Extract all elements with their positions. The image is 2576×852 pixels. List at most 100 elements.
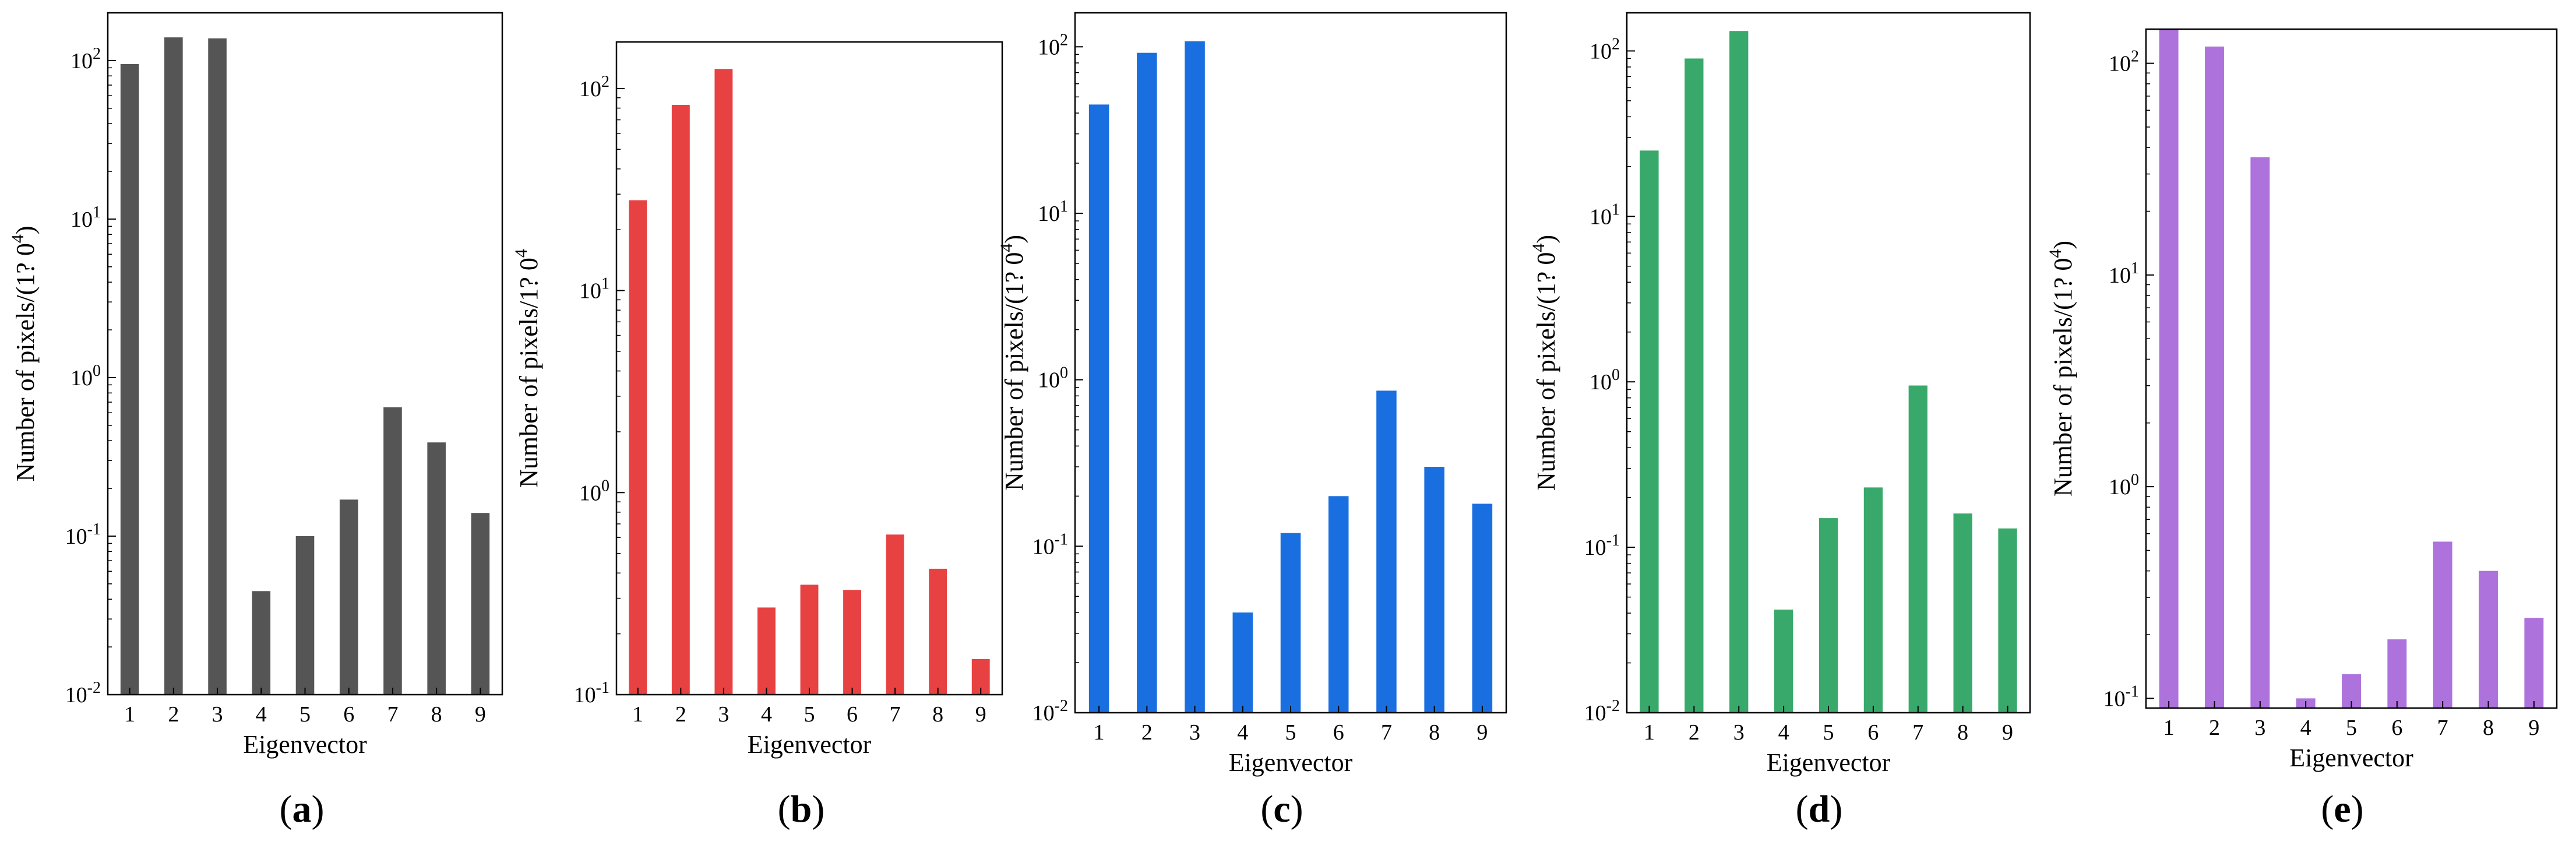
panel-label: (a): [280, 788, 325, 830]
x-tick-label: 2: [2209, 716, 2220, 740]
panel-label: (e): [2321, 788, 2363, 830]
y-axis-label: Number of pixels/1? 04: [512, 249, 543, 488]
x-tick-label: 1: [1094, 720, 1105, 745]
bar-a-2: [164, 37, 183, 695]
x-tick-label: 6: [847, 702, 858, 727]
x-tick-label: 6: [1867, 720, 1879, 745]
bar-a-6: [339, 499, 358, 695]
x-tick-label: 9: [975, 702, 986, 727]
x-tick-label: 1: [2163, 716, 2175, 740]
x-axis-label: Eigenvector: [748, 730, 872, 759]
y-tick-label: 101: [1038, 198, 1068, 226]
bar-c-6: [1328, 496, 1349, 713]
x-tick-label: 4: [761, 702, 772, 727]
bar-b-4: [757, 607, 776, 695]
x-tick-label: 8: [932, 702, 943, 727]
x-tick-label: 3: [1189, 720, 1200, 745]
x-tick-label: 2: [1141, 720, 1153, 745]
y-tick-label: 101: [2109, 259, 2139, 288]
y-tick-label: 101: [579, 275, 609, 304]
bar-c-3: [1185, 41, 1205, 713]
bar-d-5: [1819, 518, 1838, 713]
chart-panel-a: 1 2 3 4 5 6 7 8 9 10-2 10-1 100 101 102 Eigenvector Num…: [8, 12, 503, 830]
x-tick-label: 1: [1644, 720, 1655, 745]
y-axis-label: Number of pixels/(1? 04): [2046, 241, 2077, 497]
y-tick-label: 10-1: [574, 679, 609, 707]
chart-panel-b: 1 2 3 4 5 6 7 8 9 10-1 100 101 102 Eigenvector Number …: [512, 41, 1003, 830]
bar-a-8: [427, 442, 446, 695]
bar-c-7: [1376, 390, 1397, 713]
bar-c-1: [1088, 104, 1109, 713]
x-tick-label: 7: [1912, 720, 1923, 745]
bar-d-2: [1685, 58, 1704, 713]
x-tick-label: 6: [1333, 720, 1344, 745]
x-tick-label: 8: [1957, 720, 1968, 745]
x-tick-label: 4: [1237, 720, 1248, 745]
x-tick-label: 5: [1823, 720, 1834, 745]
x-tick-label: 1: [632, 702, 643, 727]
bar-c-9: [1472, 504, 1493, 713]
y-tick-label: 100: [2109, 471, 2139, 499]
x-tick-label: 7: [387, 702, 398, 727]
y-tick-label: 101: [71, 203, 101, 232]
x-tick-label: 7: [890, 702, 901, 727]
x-tick-label: 6: [2391, 716, 2402, 740]
panel-label: (d): [1796, 788, 1843, 830]
bar-a-7: [383, 407, 402, 695]
bar-e-8: [2479, 571, 2498, 708]
x-tick-label: 3: [212, 702, 223, 727]
bar-e-1: [2159, 29, 2179, 708]
bar-d-4: [1774, 610, 1793, 713]
bar-e-2: [2205, 46, 2224, 709]
bar-b-7: [886, 534, 904, 695]
y-tick-label: 100: [579, 477, 609, 505]
x-axis-label: Eigenvector: [1229, 748, 1353, 777]
bar-d-6: [1863, 487, 1883, 713]
panel-label: (c): [1260, 788, 1303, 830]
bar-d-7: [1908, 385, 1927, 713]
x-axis-label: Eigenvector: [243, 730, 367, 759]
y-tick-label: 100: [1038, 364, 1068, 393]
x-tick-label: 4: [2300, 716, 2311, 740]
x-tick-label: 1: [124, 702, 135, 727]
bar-b-3: [714, 69, 733, 695]
bar-a-1: [120, 64, 139, 695]
bar-d-9: [1998, 528, 2017, 713]
bar-b-6: [843, 590, 862, 695]
bar-d-1: [1640, 150, 1659, 713]
x-tick-label: 5: [299, 702, 311, 727]
y-tick-label: 102: [1590, 35, 1620, 64]
x-tick-label: 5: [1285, 720, 1296, 745]
bar-b-5: [800, 585, 819, 695]
x-tick-label: 4: [256, 702, 267, 727]
bar-d-8: [1953, 513, 1972, 713]
y-tick-label: 102: [579, 73, 609, 101]
bar-a-4: [252, 591, 271, 695]
y-tick-label: 100: [1590, 366, 1620, 395]
x-tick-label: 9: [2002, 720, 2013, 745]
x-tick-label: 4: [1778, 720, 1789, 745]
x-tick-label: 3: [718, 702, 729, 727]
x-tick-label: 2: [1689, 720, 1700, 745]
bar-a-3: [208, 38, 227, 695]
x-tick-label: 9: [1476, 720, 1488, 745]
y-tick-label: 10-2: [1032, 697, 1068, 726]
x-tick-label: 5: [2346, 716, 2357, 740]
chart-panel-c: 1 2 3 4 5 6 7 8 9 10-2 10-1 100 101 102 Eigenvector Num…: [997, 12, 1507, 830]
x-tick-label: 9: [2528, 716, 2539, 740]
chart-panel-d: 1 2 3 4 5 6 7 8 9 10-2 10-1 100 101 102 Eigenvector Num…: [1529, 12, 2031, 830]
bar-e-7: [2433, 541, 2452, 708]
y-tick-label: 10-1: [1032, 530, 1068, 559]
x-tick-label: 2: [675, 702, 686, 727]
y-tick-label: 10-2: [65, 679, 101, 707]
x-tick-label: 9: [475, 702, 486, 727]
bar-a-5: [295, 536, 315, 695]
y-tick-label: 100: [71, 362, 101, 390]
y-tick-label: 10-1: [1584, 531, 1620, 560]
x-axis-label: Eigenvector: [2289, 744, 2413, 772]
y-tick-label: 101: [1590, 200, 1620, 229]
y-tick-label: 10-2: [1584, 697, 1620, 726]
bar-b-8: [929, 568, 947, 695]
bar-e-3: [2250, 157, 2270, 708]
bar-c-2: [1137, 52, 1157, 713]
